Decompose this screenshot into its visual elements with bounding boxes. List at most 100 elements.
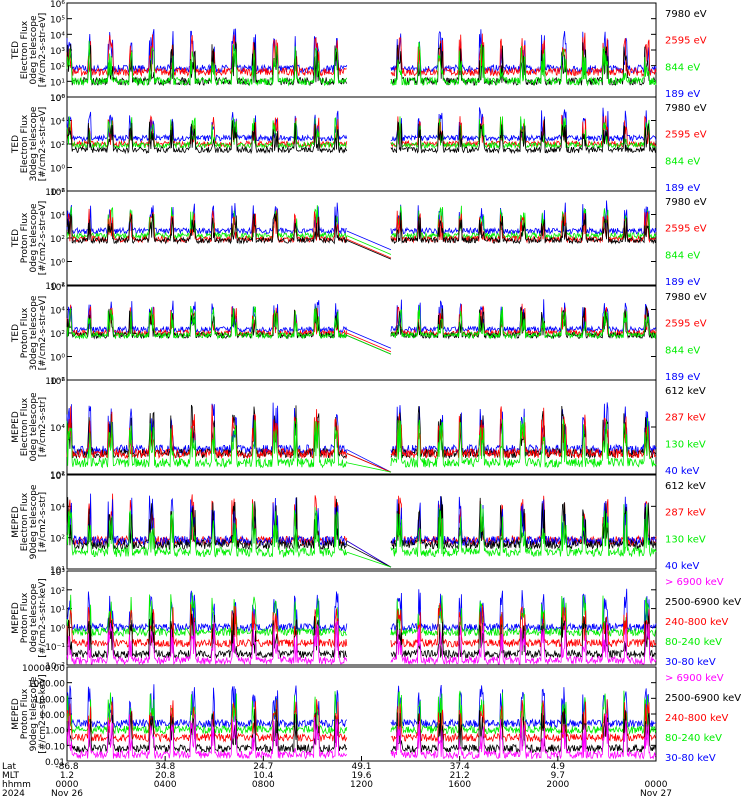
y-tick-label: 10⁻²: [45, 282, 65, 292]
y-tick-label: 10.00: [39, 711, 65, 721]
gap-connector: [346, 452, 392, 473]
series-trace: [390, 595, 657, 638]
y-axis-label: MEPEDProton Flux90deg telescope[#/cm2-s-…: [11, 674, 48, 753]
x-tick-label: 49.1: [351, 762, 371, 772]
y-axis-label-line: TED: [11, 324, 21, 343]
legend-entry: 2595 eV: [665, 36, 707, 47]
y-tick-label: 10⁴: [50, 212, 65, 222]
legend-entry: 7980 eV: [665, 103, 707, 114]
y-axis-label-line: [#/cm2-s-str-eV]: [38, 201, 48, 276]
y-tick-label: 10⁰: [50, 165, 65, 175]
x-row-label: MLT: [2, 771, 20, 781]
y-axis-label-line: 90deg telescope: [29, 676, 39, 751]
series-trace: [66, 120, 348, 155]
y-tick-label: 10⁰: [50, 94, 65, 104]
y-axis-label-line: [#/cm2-s-str-eV]: [38, 13, 48, 88]
series-trace: [390, 684, 657, 729]
x-tick-label: 37.4: [450, 762, 470, 772]
gap-connector: [346, 239, 392, 260]
y-tick-label: 10⁶: [50, 377, 65, 387]
y-axis-label-line: Proton Flux: [20, 212, 30, 263]
y-axis-label-line: [#/cm2-s-str]: [38, 492, 48, 552]
series-trace: [66, 116, 347, 150]
x-tick-label: 21.2: [450, 771, 470, 781]
x-tick-label: -86.8: [55, 762, 79, 772]
y-axis-label-line: MEPED: [11, 698, 21, 730]
plot-frame: [66, 666, 657, 762]
x-row-label: 2024: [2, 789, 25, 799]
y-axis-label-line: [#/cm2-s-str]: [38, 397, 48, 457]
legend-entry: 7980 eV: [665, 197, 707, 208]
y-axis-label-line: Proton Flux: [20, 688, 30, 739]
series-trace: [390, 712, 657, 760]
y-axis-label-line: Electron Flux: [20, 20, 30, 79]
y-axis-label-line: 30deg telescope: [29, 295, 39, 370]
y-tick-label: 10³: [50, 568, 65, 578]
series-trace: [66, 202, 347, 236]
legend-entry: 844 eV: [665, 250, 700, 261]
legend-entry: 30-80 keV: [665, 753, 716, 764]
y-axis-label-line: [#/cm2-s-str-eV]: [38, 107, 48, 182]
gap-connector: [346, 329, 392, 349]
series-trace: [390, 417, 657, 469]
series-trace: [390, 708, 657, 754]
x-tick-label: 0000: [56, 780, 79, 790]
x-tick-label: Nov 27: [640, 789, 672, 799]
y-tick-label: 10⁴: [50, 307, 65, 317]
gap-connector: [346, 544, 392, 568]
series-trace: [390, 621, 657, 666]
legend-entry: 7980 eV: [665, 9, 707, 20]
x-tick-label: 0400: [154, 780, 177, 790]
plot-frame: [66, 96, 657, 192]
x-tick-label: 2000: [546, 780, 569, 790]
y-tick-label: 10⁰: [50, 259, 65, 269]
x-tick-label: 10.4: [253, 771, 273, 781]
y-axis-label-line: Electron Flux: [20, 114, 30, 173]
y-axis-label: TEDElectron Flux30deg telescope[#/cm2-s-…: [11, 106, 48, 181]
legend-entry: 240-800 keV: [665, 617, 729, 628]
y-tick-label: 10²: [50, 63, 65, 73]
series-trace: [390, 205, 657, 240]
legend-entry: 189 eV: [665, 277, 700, 288]
legend-entry: 80-240 keV: [665, 733, 722, 744]
legend-entry: 40 keV: [665, 561, 699, 572]
series-trace: [66, 213, 348, 245]
y-tick-label: 10⁶: [50, 0, 65, 10]
y-axis-label-line: TED: [11, 41, 21, 60]
series-trace: [390, 41, 657, 87]
legend-entry: 287 keV: [665, 508, 706, 519]
x-tick-label: 34.8: [155, 762, 175, 772]
legend-entry: 844 eV: [665, 62, 700, 73]
legend-entry: 30-80 keV: [665, 657, 716, 668]
legend-entry: 844 eV: [665, 345, 700, 356]
y-axis-label-line: [#/cm2-s-str-keV]: [38, 674, 48, 753]
y-axis-label-line: MEPED: [11, 602, 21, 634]
y-tick-label: 10⁴: [50, 118, 65, 128]
legend-entry: 189 eV: [665, 183, 700, 194]
y-axis-label-line: 0deg telescope: [29, 392, 39, 462]
legend-entry: 2500-6900 keV: [665, 597, 741, 608]
series-trace: [66, 714, 348, 760]
y-tick-label: 10³: [50, 47, 65, 57]
series-trace: [66, 503, 348, 559]
y-tick-label: 10¹: [50, 606, 65, 616]
legend-entry: 287 keV: [665, 413, 706, 424]
gap-connector: [346, 238, 392, 259]
x-row-label: hhmm: [2, 780, 31, 790]
series-trace: [66, 592, 348, 638]
y-tick-label: 10⁻²: [45, 377, 65, 387]
series-trace: [390, 503, 657, 558]
series-trace: [390, 299, 657, 334]
x-tick-label: 1600: [448, 780, 471, 790]
series-trace: [66, 708, 348, 754]
y-tick-label: 10²: [50, 330, 65, 340]
y-axis-label-line: 90deg telescope: [29, 484, 39, 559]
y-tick-label: 10²: [50, 587, 65, 597]
gap-connector: [346, 334, 392, 355]
legend-entry: 844 eV: [665, 156, 700, 167]
series-trace: [66, 612, 348, 660]
